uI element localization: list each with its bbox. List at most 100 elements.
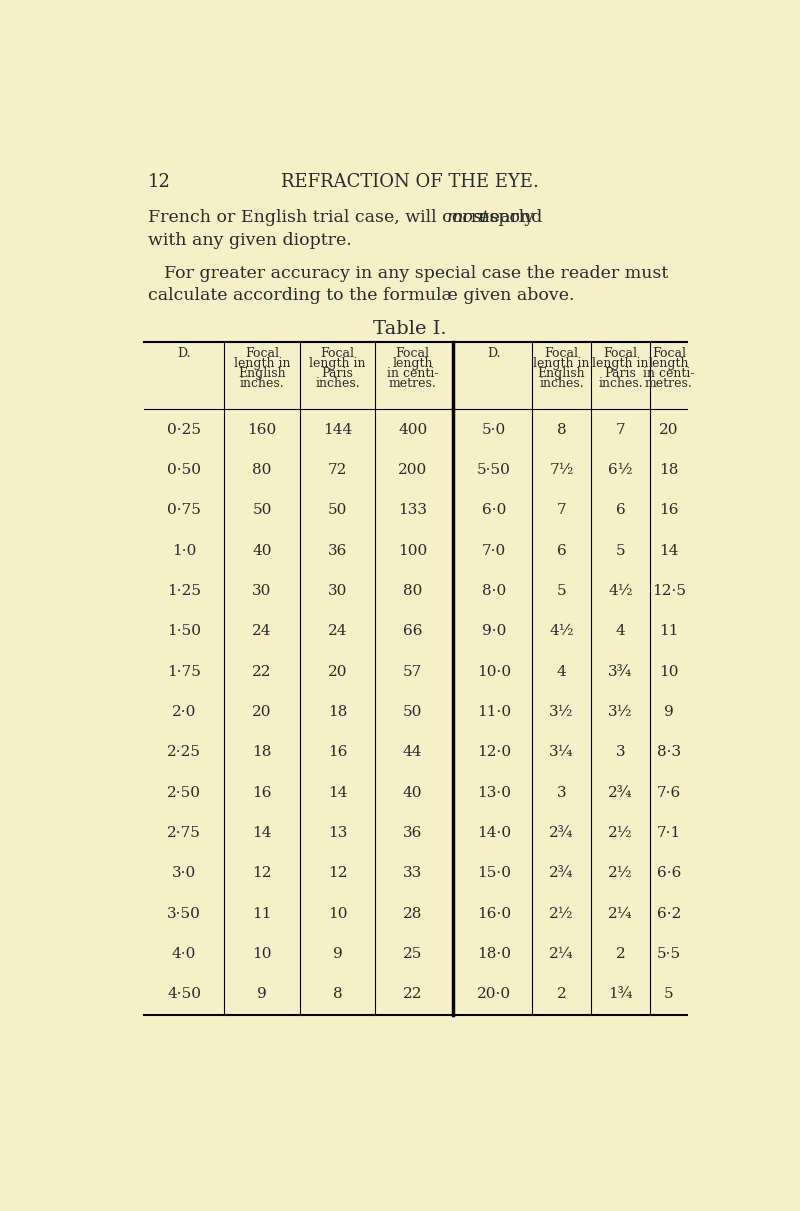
Text: 0·50: 0·50 [167, 463, 201, 477]
Text: 3·50: 3·50 [167, 907, 201, 920]
Text: REFRACTION OF THE EYE.: REFRACTION OF THE EYE. [281, 173, 539, 191]
Text: 9: 9 [257, 987, 267, 1001]
Text: 8·3: 8·3 [657, 746, 681, 759]
Text: 11: 11 [659, 625, 678, 638]
Text: 2½: 2½ [550, 907, 574, 920]
Text: 3¼: 3¼ [550, 746, 574, 759]
Text: 22: 22 [252, 665, 272, 678]
Text: 5: 5 [664, 987, 674, 1001]
Text: 0·75: 0·75 [167, 504, 201, 517]
Text: length in: length in [592, 357, 649, 371]
Text: 10: 10 [659, 665, 678, 678]
Text: 9: 9 [333, 947, 342, 962]
Text: Table I.: Table I. [373, 320, 447, 338]
Text: 2·0: 2·0 [172, 705, 196, 719]
Text: 36: 36 [403, 826, 422, 840]
Text: 14: 14 [252, 826, 272, 840]
Text: 16: 16 [659, 504, 678, 517]
Text: 5·5: 5·5 [657, 947, 681, 962]
Text: 10: 10 [328, 907, 347, 920]
Text: Focal: Focal [245, 348, 279, 360]
Text: 80: 80 [403, 584, 422, 598]
Text: 16: 16 [252, 786, 272, 799]
Text: 5·0: 5·0 [482, 423, 506, 437]
Text: 24: 24 [252, 625, 272, 638]
Text: 6: 6 [615, 504, 626, 517]
Text: 6·2: 6·2 [657, 907, 681, 920]
Text: 12: 12 [252, 866, 272, 880]
Text: 13: 13 [328, 826, 347, 840]
Text: 3: 3 [557, 786, 566, 799]
Text: 30: 30 [328, 584, 347, 598]
Text: 7·1: 7·1 [657, 826, 681, 840]
Text: 28: 28 [403, 907, 422, 920]
Text: in centi-: in centi- [643, 367, 694, 380]
Text: 144: 144 [323, 423, 352, 437]
Text: 2: 2 [557, 987, 566, 1001]
Text: 1¾: 1¾ [608, 987, 633, 1001]
Text: 3: 3 [616, 746, 626, 759]
Text: English: English [538, 367, 586, 380]
Text: 2¼: 2¼ [550, 947, 574, 962]
Text: 160: 160 [247, 423, 277, 437]
Text: 10: 10 [252, 947, 272, 962]
Text: length in: length in [310, 357, 366, 371]
Text: 9·0: 9·0 [482, 625, 506, 638]
Text: For greater accuracy in any special case the reader must: For greater accuracy in any special case… [163, 265, 668, 282]
Text: 18·0: 18·0 [477, 947, 510, 962]
Text: length: length [649, 357, 689, 371]
Text: metres.: metres. [645, 377, 693, 390]
Text: 4·0: 4·0 [172, 947, 196, 962]
Text: 12·5: 12·5 [652, 584, 686, 598]
Text: Paris: Paris [605, 367, 636, 380]
Text: 6: 6 [557, 544, 566, 557]
Text: 1·75: 1·75 [167, 665, 201, 678]
Text: 22: 22 [403, 987, 422, 1001]
Text: 2½: 2½ [608, 866, 633, 880]
Text: Focal: Focal [396, 348, 430, 360]
Text: 7½: 7½ [550, 463, 574, 477]
Text: 3½: 3½ [550, 705, 574, 719]
Text: 10·0: 10·0 [477, 665, 510, 678]
Text: 2·50: 2·50 [167, 786, 201, 799]
Text: 66: 66 [403, 625, 422, 638]
Text: Focal: Focal [652, 348, 686, 360]
Text: 2·75: 2·75 [167, 826, 201, 840]
Text: 4½: 4½ [608, 584, 633, 598]
Text: 16·0: 16·0 [477, 907, 510, 920]
Text: 3½: 3½ [608, 705, 633, 719]
Text: D.: D. [487, 348, 501, 360]
Text: inches.: inches. [598, 377, 642, 390]
Text: French or English trial case, will correspond: French or English trial case, will corre… [148, 210, 548, 226]
Text: 7·0: 7·0 [482, 544, 506, 557]
Text: 44: 44 [403, 746, 422, 759]
Text: 18: 18 [659, 463, 678, 477]
Text: 13·0: 13·0 [477, 786, 510, 799]
Text: 80: 80 [252, 463, 272, 477]
Text: Focal: Focal [545, 348, 578, 360]
Text: 57: 57 [403, 665, 422, 678]
Text: 2¾: 2¾ [608, 786, 633, 799]
Text: 133: 133 [398, 504, 427, 517]
Text: 7: 7 [616, 423, 626, 437]
Text: English: English [238, 367, 286, 380]
Text: 11·0: 11·0 [477, 705, 510, 719]
Text: inches.: inches. [539, 377, 584, 390]
Text: 72: 72 [328, 463, 347, 477]
Text: inches.: inches. [240, 377, 284, 390]
Text: 1·25: 1·25 [167, 584, 201, 598]
Text: 5: 5 [557, 584, 566, 598]
Text: 12: 12 [328, 866, 347, 880]
Text: 400: 400 [398, 423, 427, 437]
Text: length: length [393, 357, 433, 371]
Text: metres.: metres. [389, 377, 437, 390]
Text: 18: 18 [252, 746, 272, 759]
Text: 8: 8 [557, 423, 566, 437]
Text: Paris: Paris [322, 367, 354, 380]
Text: 40: 40 [252, 544, 272, 557]
Text: 20·0: 20·0 [477, 987, 510, 1001]
Text: 14: 14 [328, 786, 347, 799]
Text: 6½: 6½ [608, 463, 633, 477]
Text: inches.: inches. [315, 377, 360, 390]
Text: 1·50: 1·50 [167, 625, 201, 638]
